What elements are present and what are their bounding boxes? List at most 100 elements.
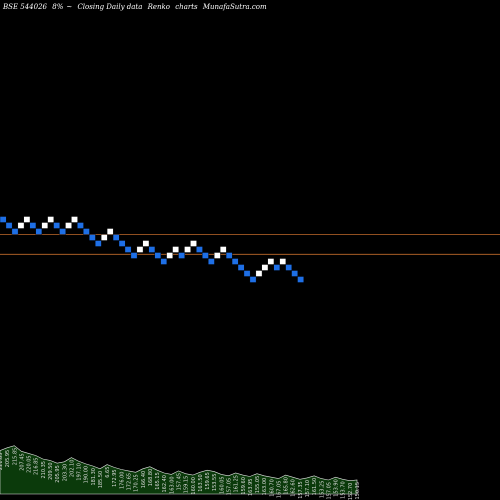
volume-labels: 221.85 205.95 215.85 207.45 220.05 216.85 210.… xyxy=(0,448,361,500)
renko-brick xyxy=(29,222,37,229)
renko-brick xyxy=(130,252,138,259)
renko-brick xyxy=(41,222,49,229)
renko-brick xyxy=(148,246,156,253)
chart-title: BSE 544026 8% ~ Closing Daily data Renko … xyxy=(3,3,270,11)
volume-label: 157.05 xyxy=(227,478,233,496)
volume-label: 163.00 xyxy=(169,476,175,494)
volume-label: 181.30 xyxy=(91,468,97,486)
renko-brick xyxy=(118,240,126,247)
volume-label: 162.60 xyxy=(291,479,297,497)
volume-label: 160.70 xyxy=(269,479,275,497)
volume-label: 162.40 xyxy=(162,475,168,493)
renko-brick xyxy=(160,258,168,265)
volume-label: 153.25 xyxy=(319,481,325,499)
volume-label: 161.25 xyxy=(234,475,240,493)
volume-label: 216.85 xyxy=(34,458,40,476)
renko-brick xyxy=(59,228,66,235)
volume-label: 150.15 xyxy=(355,482,361,500)
renko-brick xyxy=(249,276,257,283)
volume-label: 207.45 xyxy=(19,453,25,471)
volume-label: 163.50 xyxy=(198,474,204,492)
volume-label: 203.30 xyxy=(62,464,68,482)
renko-brick xyxy=(178,252,185,259)
symbol: BSE 544026 xyxy=(3,3,47,11)
volume-label: 172.95 xyxy=(112,469,118,487)
volume-label: 159.15 xyxy=(184,476,190,494)
volume-label: 157.10 xyxy=(305,480,311,498)
renko-brick xyxy=(0,216,7,223)
volume-label: 165.80 xyxy=(284,477,290,495)
renko-brick xyxy=(71,216,78,223)
volume-label: 190.00 xyxy=(84,466,90,484)
volume-label: 210.35 xyxy=(41,461,47,479)
renko-brick xyxy=(89,234,96,241)
volume-label: 157.35 xyxy=(298,481,304,499)
volume-label: 160.05 xyxy=(219,476,225,494)
renko-brick xyxy=(53,222,60,229)
volume-label: 220.05 xyxy=(27,455,33,473)
volume-label: 168.80 xyxy=(148,469,154,487)
volume-label: 202.10 xyxy=(69,460,75,478)
volume-label: 205.95 xyxy=(55,465,61,483)
volume-area xyxy=(0,445,358,495)
renko-brick xyxy=(297,276,304,283)
volume-label: 153.90 xyxy=(334,479,340,497)
renko-brick xyxy=(166,252,174,259)
volume-label: 170.25 xyxy=(134,474,140,492)
reference-lines xyxy=(0,234,500,255)
volume-label: 185.50 xyxy=(98,471,104,489)
volume-label: 153.55 xyxy=(212,474,218,492)
renko-brick xyxy=(219,246,227,253)
volume-label: 163.00 xyxy=(262,478,268,496)
change: 8% xyxy=(52,3,64,11)
renko-brick xyxy=(267,258,275,265)
renko-brick xyxy=(196,246,203,253)
volume-label: 209.50 xyxy=(48,462,54,480)
renko-brick xyxy=(279,258,287,265)
volume-label: 157.05 xyxy=(326,482,332,500)
renko-brick xyxy=(136,246,144,253)
chart-name: Renko xyxy=(147,3,171,11)
renko-brick xyxy=(172,246,179,253)
renko-brick xyxy=(273,264,281,271)
volume-label: 161.50 xyxy=(312,478,318,496)
renko-brick xyxy=(285,264,293,271)
volume-label: 160.00 xyxy=(191,477,197,495)
volume-label: 153.70 xyxy=(341,481,347,499)
volume-label: 176.00 xyxy=(119,472,125,490)
renko-brick xyxy=(5,222,13,229)
volume-label: 6.65 xyxy=(105,467,111,478)
renko-brick xyxy=(291,270,298,277)
volume-label: 159.65 xyxy=(205,472,211,490)
renko-brick xyxy=(112,234,120,241)
site-name: MunafaSutra.com xyxy=(202,3,267,11)
renko-brick xyxy=(231,258,239,265)
volume-label: 197.10 xyxy=(77,463,83,481)
renko-brick xyxy=(255,270,263,277)
volume-label: 166.40 xyxy=(141,471,147,489)
volume-label: 165.15 xyxy=(155,472,161,490)
renko-brick xyxy=(100,234,108,241)
renko-brick xyxy=(124,246,132,253)
renko-brick xyxy=(65,222,72,229)
renko-brick xyxy=(142,240,150,247)
volume-label: 221.85 xyxy=(0,453,4,471)
renko-brick xyxy=(202,252,209,259)
renko-brick xyxy=(35,228,43,235)
renko-brick xyxy=(94,240,102,247)
volume-label: 215.85 xyxy=(12,448,18,466)
renko-bricks xyxy=(0,216,304,283)
renko-brick xyxy=(225,252,233,259)
renko-brick xyxy=(17,222,25,229)
volume-label: 163.95 xyxy=(248,479,254,497)
renko-brick xyxy=(106,228,114,235)
description: Closing Daily data xyxy=(77,3,143,11)
renko-brick xyxy=(77,222,84,229)
charts-label: charts xyxy=(175,3,198,11)
volume-label: 167.05 xyxy=(277,481,283,499)
volume-label: 159.60 xyxy=(241,477,247,495)
renko-brick xyxy=(47,216,54,223)
volume-label: 152.70 xyxy=(348,483,354,500)
renko-brick xyxy=(243,270,251,277)
volume-label: 172.65 xyxy=(127,473,133,491)
